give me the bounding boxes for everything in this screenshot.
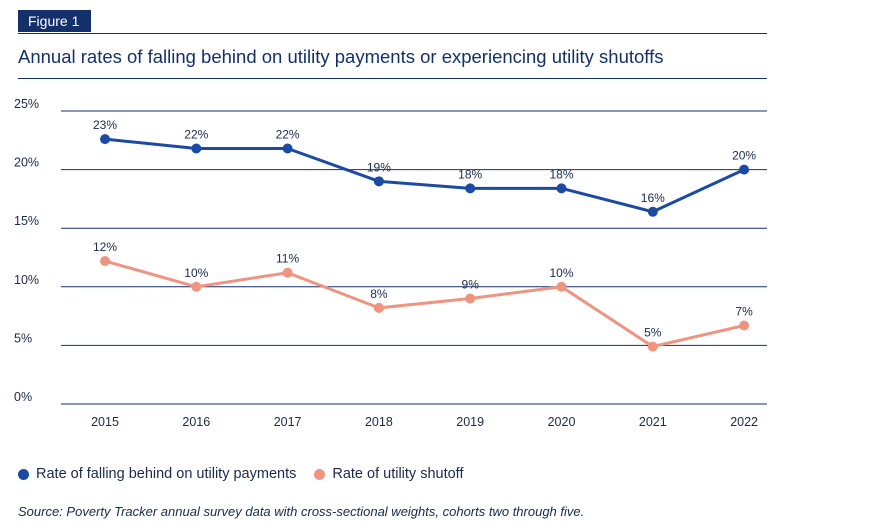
data-label: 12% <box>93 240 117 254</box>
data-point <box>556 281 567 292</box>
data-label: 18% <box>458 167 482 181</box>
data-label: 5% <box>644 326 662 340</box>
data-point <box>647 206 658 217</box>
data-point <box>556 183 567 194</box>
data-point <box>282 267 293 278</box>
data-point <box>739 164 750 175</box>
data-label: 10% <box>184 266 208 280</box>
x-tick-label: 2019 <box>456 415 484 429</box>
y-tick-label: 25% <box>14 97 39 111</box>
x-tick-label: 2020 <box>548 415 576 429</box>
y-tick-label: 20% <box>14 156 39 170</box>
data-label: 20% <box>732 149 756 163</box>
data-label: 19% <box>367 160 391 174</box>
x-tick-label: 2016 <box>182 415 210 429</box>
figure-label: Figure 1 <box>18 10 92 32</box>
legend-label-shutoff: Rate of utility shutoff <box>332 466 464 482</box>
data-label: 23% <box>93 118 117 132</box>
data-label: 10% <box>549 266 573 280</box>
data-point <box>373 302 384 313</box>
top-rule <box>18 33 767 34</box>
data-point <box>465 183 476 194</box>
data-point <box>191 281 202 292</box>
legend-item-payments: Rate of falling behind on utility paymen… <box>18 466 296 482</box>
data-point <box>465 293 476 304</box>
data-label: 16% <box>641 191 665 205</box>
legend-label-payments: Rate of falling behind on utility paymen… <box>36 466 297 482</box>
data-label: 9% <box>462 278 480 292</box>
y-tick-label: 5% <box>14 331 32 345</box>
data-label: 7% <box>735 304 753 318</box>
x-tick-label: 2017 <box>274 415 302 429</box>
y-tick-label: 10% <box>14 273 39 287</box>
series-line-1 <box>103 137 746 214</box>
chart-title: Annual rates of falling behind on utilit… <box>18 46 664 67</box>
x-tick-label: 2018 <box>365 415 393 429</box>
data-label: 11% <box>276 252 299 266</box>
data-label: 22% <box>184 128 208 142</box>
data-label: 18% <box>549 167 573 181</box>
series-line-2 <box>103 259 746 349</box>
source-note: Source: Poverty Tracker annual survey da… <box>18 504 585 519</box>
data-label: 22% <box>276 128 300 142</box>
data-point <box>739 320 750 331</box>
x-tick-label: 2022 <box>730 415 758 429</box>
x-tick-label: 2021 <box>639 415 667 429</box>
legend-marker-shutoff <box>314 468 326 480</box>
title-rule <box>18 78 767 79</box>
legend: Rate of falling behind on utility paymen… <box>18 466 481 482</box>
y-tick-label: 15% <box>14 214 39 228</box>
x-tick-label: 2015 <box>91 415 119 429</box>
data-point <box>647 341 658 352</box>
data-point <box>100 256 110 267</box>
data-point <box>191 143 202 154</box>
y-tick-label: 0% <box>14 390 32 404</box>
data-label: 8% <box>370 287 388 301</box>
data-point <box>373 176 384 187</box>
legend-item-shutoff: Rate of utility shutoff <box>314 466 463 482</box>
data-point <box>282 143 293 154</box>
data-point <box>100 134 110 145</box>
legend-marker-payments <box>18 468 29 480</box>
